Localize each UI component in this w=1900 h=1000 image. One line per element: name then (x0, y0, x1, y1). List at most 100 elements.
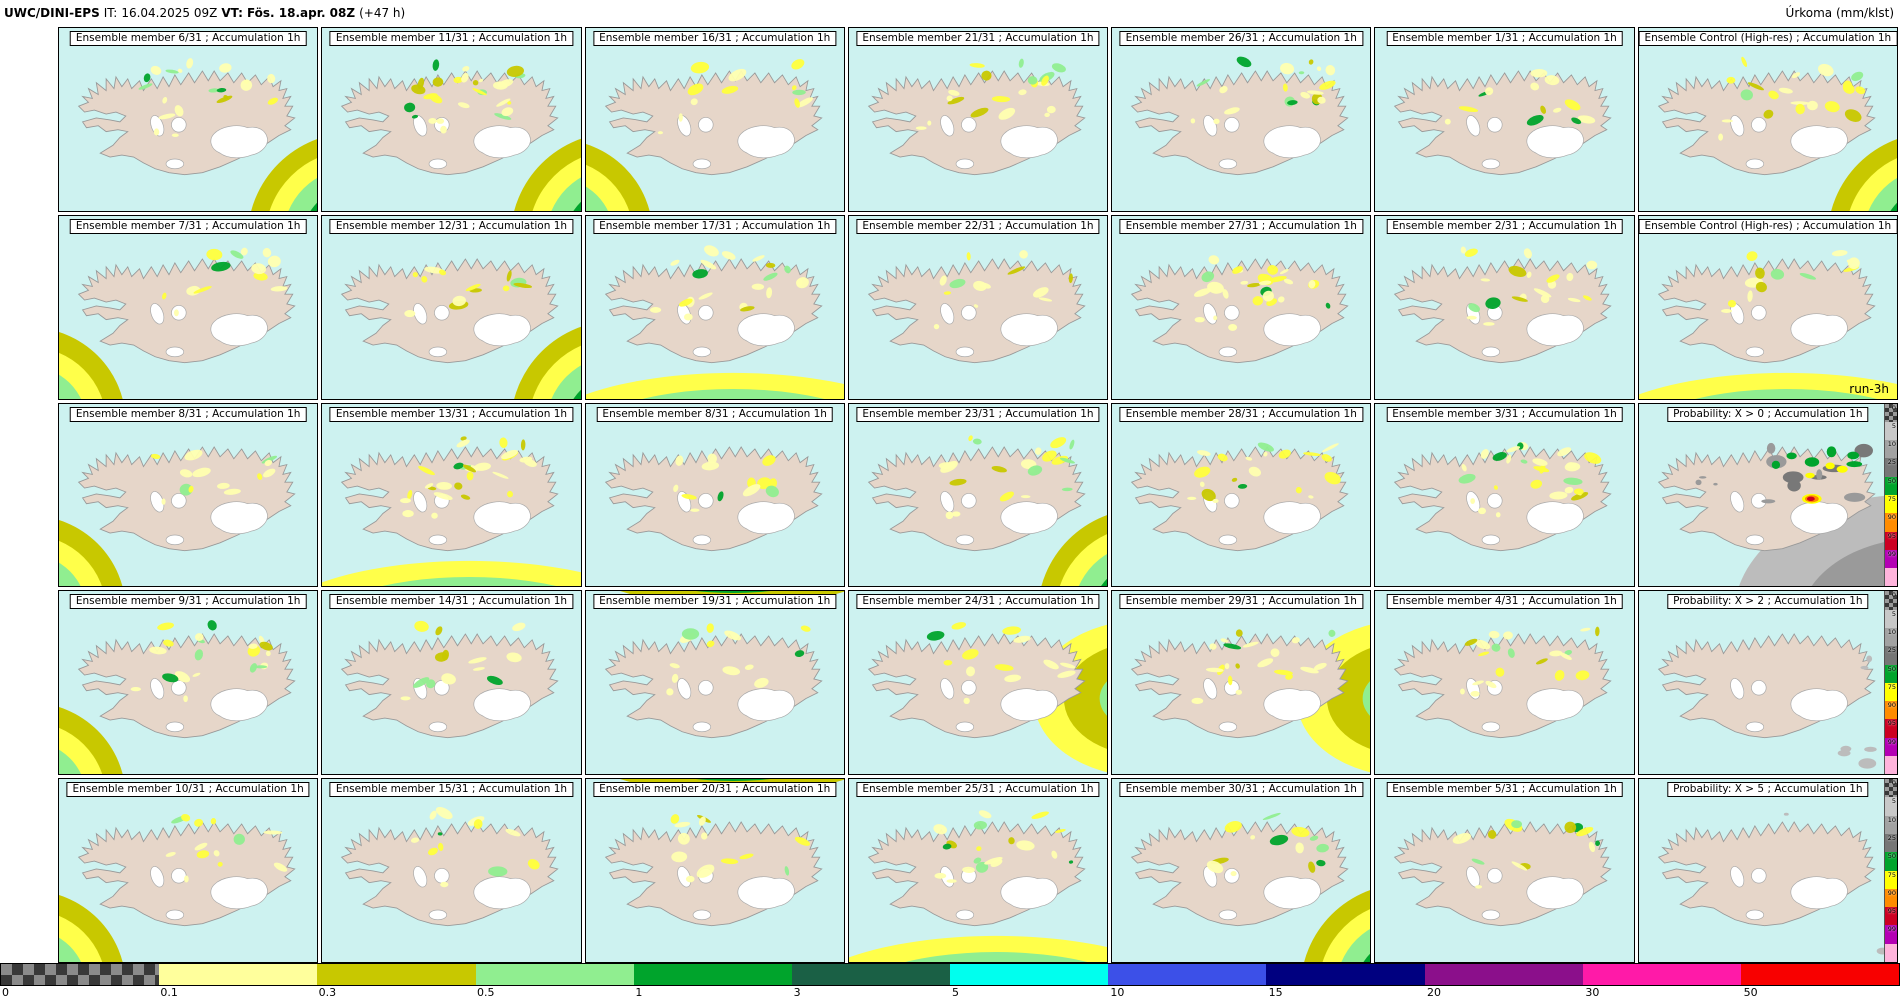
forecast-map-panel: Ensemble member 1/31 ; Accumulation 1h (1374, 27, 1635, 212)
colorbar-label: 15 (1268, 986, 1283, 999)
probability-colorbar-segment (1884, 403, 1897, 422)
probability-colorbar (1883, 591, 1897, 775)
probability-colorbar-segment (1884, 797, 1897, 816)
panel-title: Ensemble member 9/31 ; Accumulation 1h (69, 594, 307, 610)
panel-title: Ensemble member 24/31 ; Accumulation 1h (856, 594, 1100, 610)
probability-colorbar-segment (1884, 646, 1897, 665)
panel-title: Ensemble member 4/31 ; Accumulation 1h (1386, 594, 1623, 610)
probability-colorbar-label: 25 (1887, 834, 1896, 843)
probability-colorbar-segment (1884, 568, 1897, 587)
probability-colorbar-label: 10 (1887, 627, 1896, 636)
probability-colorbar-segment (1884, 609, 1897, 628)
forecast-map-panel: Ensemble member 23/31 ; Accumulation 1h (847, 402, 1109, 588)
panel-title: Ensemble member 23/31 ; Accumulation 1h (856, 406, 1100, 422)
probability-colorbar-segment (1884, 531, 1897, 550)
forecast-map-panel: Ensemble member 3/31 ; Accumulation 1h (1374, 402, 1635, 588)
init-time-label: IT: (103, 6, 118, 20)
probability-colorbar-label: 95 (1887, 719, 1896, 728)
valid-time-label: VT: (221, 6, 243, 20)
probability-colorbar-label: 99 (1887, 925, 1896, 934)
forecast-map-panel: Ensemble member 11/31 ; Accumulation 1h (321, 27, 582, 212)
forecast-map-panel: Ensemble member 13/31 ; Accumulation 1h (321, 402, 582, 588)
colorbar-segment (633, 964, 792, 985)
colorbar-label: 0.1 (160, 986, 178, 999)
colorbar-segment (1424, 964, 1583, 985)
forecast-map-panel: Ensemble member 5/31 ; Accumulation 1h (1374, 778, 1635, 963)
run-info: UWC/DINI-EPS IT: 16.04.2025 09Z VT: Fös. 18.… (0, 6, 409, 20)
probability-colorbar-segment (1884, 852, 1897, 871)
probability-colorbar (1883, 779, 1897, 962)
probability-colorbar-label: 90 (1887, 888, 1896, 897)
panel-title: Ensemble member 1/31 ; Accumulation 1h (1386, 31, 1623, 46)
panel-title: Ensemble member 8/31 ; Accumulation 1h (596, 406, 833, 422)
panel-title: Ensemble member 6/31 ; Accumulation 1h (69, 31, 307, 46)
precipitation-colorbar-labels: 0 0.1 0.3 0.5 1 3 5 10 15 20 30 50 (0, 986, 1900, 1000)
colorbar-segment (159, 964, 318, 985)
colorbar-label: 3 (793, 986, 801, 999)
colorbar-label: 1 (635, 986, 643, 999)
probability-colorbar-segment (1884, 476, 1897, 495)
forecast-map-panel: Ensemble member 6/31 ; Accumulation 1h (58, 27, 319, 212)
forecast-map-panel: Ensemble member 16/31 ; Accumulation 1h (584, 27, 845, 212)
panel-title: Ensemble member 17/31 ; Accumulation 1h (593, 218, 837, 234)
probability-colorbar-segment (1884, 925, 1897, 944)
probability-colorbar-segment (1884, 779, 1897, 798)
forecast-map-panel: Ensemble member 2/31 ; Accumulation 1h (1374, 214, 1635, 400)
probability-colorbar-label: 0 (1891, 403, 1896, 412)
forecast-map-panel: Ensemble member 12/31 ; Accumulation 1h (321, 214, 582, 400)
model-name: UWC/DINI-EPS (4, 6, 100, 20)
panel-title: Probability: X > 0 ; Accumulation 1h (1667, 406, 1869, 422)
forecast-map-panel: Ensemble member 27/31 ; Accumulation 1h (1111, 214, 1372, 400)
init-time-value: 16.04.2025 09Z (121, 6, 218, 20)
probability-colorbar-segment (1884, 458, 1897, 477)
forecast-map-panel: Ensemble member 30/31 ; Accumulation 1h (1111, 778, 1372, 963)
forecast-map-panel: Ensemble member 29/31 ; Accumulation 1h (1111, 590, 1372, 776)
panel-title: Ensemble member 14/31 ; Accumulation 1h (329, 594, 574, 610)
colorbar-label: 50 (1743, 986, 1758, 999)
panel-title: Ensemble Control (High-res) ; Accumulati… (1638, 218, 1897, 234)
forecast-map-panel: Ensemble member 17/31 ; Accumulation 1h (584, 214, 845, 400)
probability-colorbar-label: 75 (1887, 870, 1896, 879)
probability-colorbar-segment (1884, 682, 1897, 702)
panel-title: Ensemble member 12/31 ; Accumulation 1h (329, 218, 574, 234)
panel-title: Ensemble member 2/31 ; Accumulation 1h (1386, 218, 1623, 234)
panel-title: Probability: X > 5 ; Accumulation 1h (1667, 782, 1869, 798)
probability-colorbar (1883, 403, 1897, 587)
panel-title: Ensemble member 11/31 ; Accumulation 1h (329, 31, 574, 46)
panel-title: Ensemble member 29/31 ; Accumulation 1h (1119, 594, 1363, 610)
forecast-map-panel: Ensemble member 21/31 ; Accumulation 1h (847, 27, 1109, 212)
forecast-map-panel: Ensemble Control (High-res) ; Accumulati… (1637, 214, 1898, 400)
panel-title: Ensemble member 25/31 ; Accumulation 1h (856, 782, 1100, 798)
probability-colorbar-segment (1884, 421, 1897, 441)
lead-time: (+47 h) (359, 6, 406, 20)
probability-colorbar-label: 10 (1887, 815, 1896, 824)
probability-colorbar-label: 0 (1891, 591, 1896, 600)
probability-colorbar-segment (1884, 513, 1897, 532)
panel-title: Probability: X > 2 ; Accumulation 1h (1667, 594, 1869, 610)
unit-label: Úrkoma (mm/klst) (1785, 6, 1894, 20)
probability-colorbar-segment (1884, 737, 1897, 756)
panel-title: Ensemble member 22/31 ; Accumulation 1h (856, 218, 1100, 234)
probability-colorbar-label: 95 (1887, 907, 1896, 916)
probability-colorbar-segment (1884, 815, 1897, 835)
probability-colorbar-label: 50 (1887, 852, 1896, 861)
colorbar-label: 0 (2, 986, 9, 999)
probability-colorbar-segment (1884, 834, 1897, 853)
colorbar-label: 0.3 (318, 986, 337, 999)
precipitation-colorbar (0, 963, 1900, 986)
forecast-map-panel: Ensemble member 26/31 ; Accumulation 1h (1111, 27, 1372, 212)
forecast-map-panel: Ensemble member 25/31 ; Accumulation 1h (847, 778, 1109, 963)
probability-colorbar-label: 90 (1887, 513, 1896, 522)
panel-title: Ensemble member 5/31 ; Accumulation 1h (1386, 782, 1623, 798)
panel-title: Ensemble member 3/31 ; Accumulation 1h (1386, 406, 1623, 422)
panel-title: Ensemble member 8/31 ; Accumulation 1h (69, 406, 307, 422)
probability-panel: Probability: X > 0 ; Accumulation 1h 0 5 10… (1637, 402, 1898, 588)
probability-colorbar-label: 10 (1887, 440, 1896, 449)
panel-title: Ensemble member 7/31 ; Accumulation 1h (69, 218, 307, 234)
panel-title: Ensemble member 19/31 ; Accumulation 1h (593, 594, 837, 610)
panel-title: Ensemble member 27/31 ; Accumulation 1h (1119, 218, 1363, 234)
forecast-map-panel: Ensemble member 4/31 ; Accumulation 1h (1374, 590, 1635, 776)
colorbar-label: 20 (1427, 986, 1441, 999)
forecast-map-panel: Ensemble member 24/31 ; Accumulation 1h (847, 590, 1109, 776)
probability-colorbar-segment (1884, 755, 1897, 775)
